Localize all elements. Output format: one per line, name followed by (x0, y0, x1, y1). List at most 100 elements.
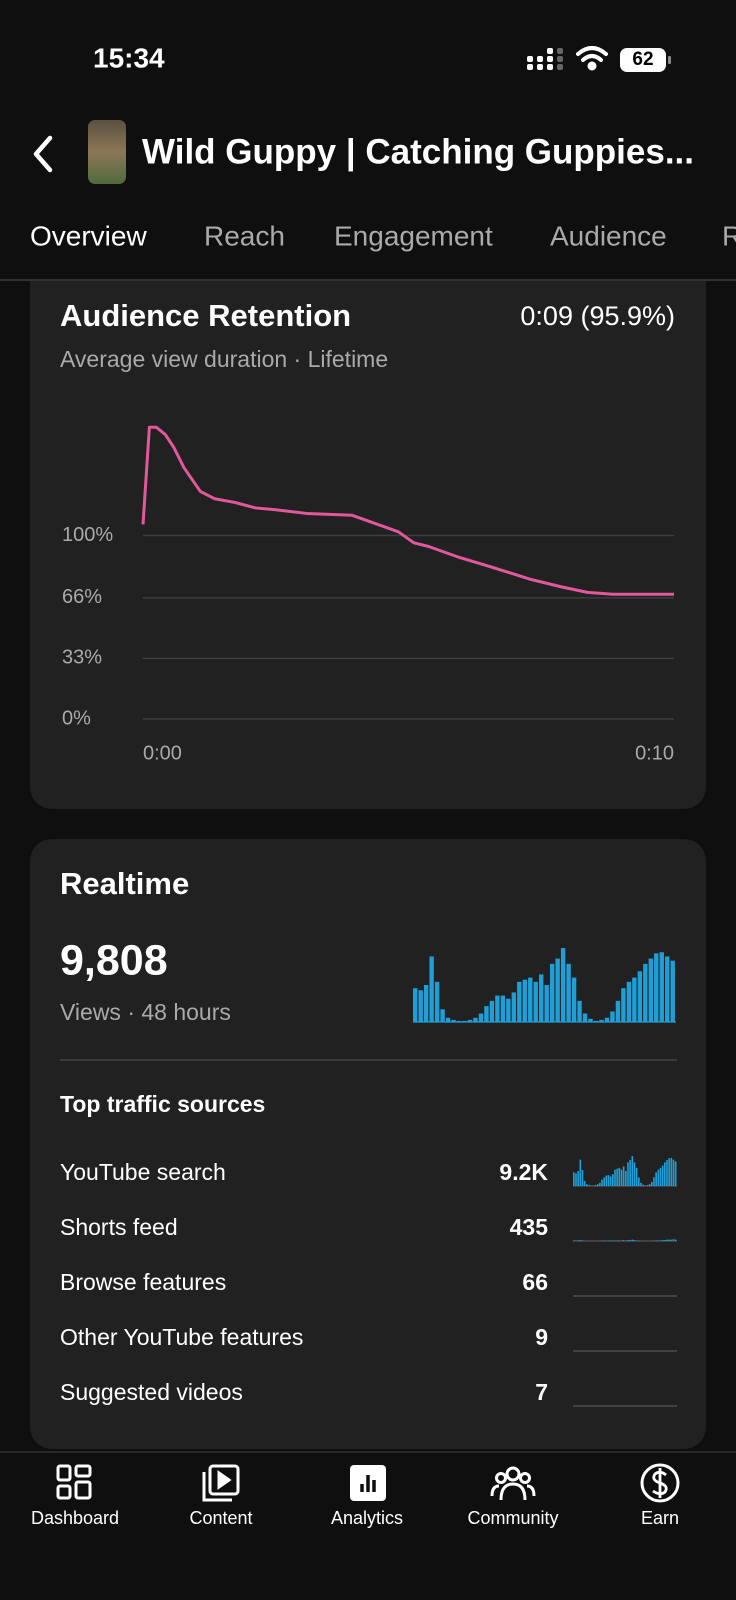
bar (549, 963, 555, 1022)
bar (566, 963, 571, 1022)
battery-level: 62 (632, 49, 653, 70)
bar (659, 952, 664, 1022)
spark-bar (668, 1158, 670, 1186)
earn-icon[interactable] (640, 1463, 680, 1503)
spark-bar (668, 1239, 670, 1241)
spark-bar (622, 1166, 625, 1186)
content-icon[interactable] (202, 1464, 240, 1502)
bar (582, 1013, 588, 1022)
bar (643, 963, 648, 1022)
spark-bar (622, 1240, 625, 1241)
spark-bar (625, 1171, 627, 1186)
bar (615, 1000, 621, 1022)
spark-bar (672, 1239, 675, 1241)
source-name: Suggested videos (60, 1379, 243, 1405)
spark-bar (599, 1182, 601, 1186)
nav-labels: Dashboard Content Analytics Community Earn (31, 1508, 679, 1528)
bar (484, 1006, 489, 1022)
spark-bar (633, 1162, 636, 1186)
spark-bar (601, 1179, 603, 1186)
spark-bar (672, 1159, 675, 1186)
source-value: 7 (535, 1379, 548, 1405)
traffic-list: YouTube search 9.2K Shorts feed 435 Browse f… (60, 1156, 677, 1407)
spark-bar (666, 1160, 668, 1186)
nav-label[interactable]: Community (467, 1508, 558, 1528)
spark-bar (670, 1157, 673, 1186)
spark-bar (586, 1184, 588, 1186)
bar (500, 995, 506, 1022)
card-subtitle: Average view duration · Lifetime (60, 346, 388, 372)
spark-bar (573, 1172, 575, 1186)
y-tick-label: 33% (62, 647, 102, 669)
bar (648, 958, 653, 1022)
bar (637, 971, 643, 1022)
analytics-icon[interactable] (350, 1465, 386, 1501)
video-thumbnail (88, 120, 126, 184)
source-value: 9 (535, 1324, 548, 1350)
spark-bar (627, 1162, 629, 1186)
clock: 15:34 (93, 42, 165, 73)
wifi-icon (576, 46, 608, 71)
spark-bar (618, 1167, 621, 1186)
spark-bar (627, 1240, 629, 1241)
signal-icon (527, 48, 563, 70)
bar (440, 1009, 445, 1022)
spark-bar (581, 1170, 584, 1186)
spark-bar (603, 1177, 605, 1186)
x-tick-label: 0:10 (635, 742, 674, 764)
spark-bar (651, 1181, 653, 1186)
bar (544, 985, 549, 1022)
nav-label[interactable]: Earn (641, 1508, 679, 1528)
spark-bar (588, 1185, 590, 1186)
spark-bar (670, 1239, 673, 1241)
tab[interactable]: R (722, 220, 736, 251)
bar (434, 981, 440, 1022)
bar (517, 981, 522, 1022)
nav-label[interactable]: Analytics (331, 1508, 403, 1528)
spark-bar (629, 1160, 631, 1186)
card-title: Audience Retention (60, 298, 351, 333)
y-tick-label: 0% (62, 707, 91, 729)
spark-bar (646, 1185, 649, 1186)
bar (423, 985, 429, 1022)
y-tick-label: 100% (62, 524, 113, 546)
nav-label[interactable]: Content (189, 1508, 252, 1528)
source-value: 9.2K (499, 1159, 548, 1185)
bar (429, 956, 434, 1022)
spark-bar (631, 1239, 634, 1241)
bar (445, 1017, 451, 1022)
spark-bar (664, 1240, 666, 1241)
spark-bar (674, 1161, 677, 1186)
bar (478, 1013, 484, 1022)
bar (555, 958, 560, 1022)
bar (560, 948, 566, 1022)
spark-bar (674, 1239, 677, 1241)
tab[interactable]: Overview (30, 220, 147, 251)
nav-label[interactable]: Dashboard (31, 1508, 119, 1528)
back-button[interactable] (33, 135, 53, 173)
community-icon[interactable] (490, 1466, 536, 1501)
spark-bar (612, 1174, 614, 1186)
spark-bar (653, 1177, 655, 1186)
bar (621, 988, 626, 1022)
video-title: Wild Guppy | Catching Guppies... (142, 132, 694, 171)
bar (522, 979, 527, 1022)
spark-bar (605, 1175, 608, 1186)
spark-bar (614, 1169, 616, 1186)
bar (413, 988, 418, 1022)
retention-line (141, 425, 674, 596)
tab[interactable]: Reach (204, 220, 285, 251)
realtime-caption: Views · 48 hours (60, 999, 231, 1025)
spark-bar (629, 1240, 631, 1241)
spark-bar (620, 1169, 623, 1186)
card-title: Realtime (60, 866, 189, 901)
bar (665, 956, 670, 1022)
tab[interactable]: Audience (550, 220, 667, 251)
tab[interactable]: Engagement (334, 220, 493, 251)
spark-bar (659, 1167, 662, 1186)
realtime-card (30, 839, 706, 1449)
spark-bar (616, 1168, 618, 1186)
dashboard-icon[interactable] (56, 1464, 92, 1500)
